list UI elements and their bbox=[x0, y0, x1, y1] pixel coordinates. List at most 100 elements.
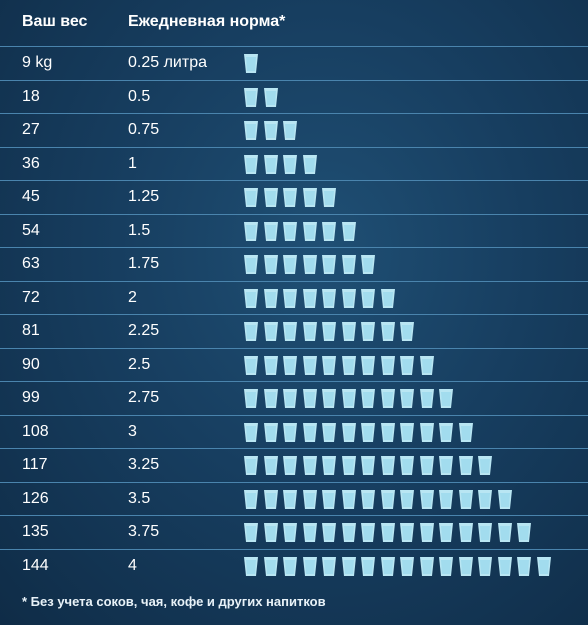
water-glass-icon bbox=[536, 556, 551, 576]
water-glass-icon bbox=[439, 523, 453, 542]
water-glass-icon bbox=[439, 489, 453, 509]
water-glass-icon bbox=[244, 556, 258, 576]
table-row: 27 0.75 bbox=[0, 113, 588, 147]
water-glass-icon bbox=[497, 523, 512, 542]
water-glass-icon bbox=[400, 489, 414, 509]
weight-cell: 27 bbox=[22, 121, 40, 138]
norm-cell: 0.25 литра bbox=[128, 54, 207, 71]
water-glass-icon bbox=[283, 355, 297, 375]
table-row: 135 3.75 bbox=[0, 515, 588, 549]
water-glass-icon bbox=[263, 389, 278, 408]
water-glass-icon bbox=[419, 556, 434, 576]
table-row: 18 0.5 bbox=[0, 79, 588, 114]
water-glass-icon bbox=[341, 221, 356, 241]
water-glass-icon bbox=[380, 523, 395, 542]
water-glass-icon bbox=[400, 422, 414, 442]
water-glass-icon bbox=[400, 523, 414, 542]
water-glass-icon bbox=[400, 556, 414, 576]
water-glass-icon bbox=[244, 87, 258, 107]
water-glass-icon bbox=[361, 523, 375, 542]
water-glass-icon bbox=[263, 322, 278, 341]
weight-cell: 99 bbox=[22, 389, 40, 406]
norm-cell: 3.25 bbox=[128, 456, 160, 473]
water-glass-icon bbox=[283, 489, 297, 509]
water-glass-icon bbox=[263, 422, 278, 442]
weight-cell: 45 bbox=[22, 188, 40, 205]
water-glass-icon bbox=[244, 523, 258, 542]
water-glass-icon bbox=[283, 188, 297, 207]
water-glass-icon bbox=[244, 121, 258, 140]
water-glass-icon bbox=[361, 288, 375, 308]
water-glass-icon bbox=[361, 322, 375, 341]
norm-cell: 2.25 bbox=[128, 322, 160, 339]
water-glass-icon bbox=[283, 121, 297, 140]
weight-cell: 9 kg bbox=[22, 54, 53, 71]
water-glass-icon bbox=[361, 255, 375, 274]
water-glass-icon bbox=[458, 422, 473, 442]
water-glass-icon bbox=[380, 322, 395, 341]
table-row: 108 3 bbox=[0, 414, 588, 449]
norm-cell: 1.25 bbox=[128, 188, 160, 205]
water-glass-icon bbox=[322, 322, 336, 341]
water-glass-icon bbox=[263, 489, 278, 509]
water-glass-icon bbox=[341, 288, 356, 308]
water-glass-icon bbox=[419, 523, 434, 542]
water-glass-icon bbox=[302, 221, 317, 241]
weight-cell: 18 bbox=[22, 87, 40, 105]
water-glass-icon bbox=[244, 188, 258, 207]
water-glass-icon bbox=[439, 422, 453, 442]
water-glass-icon bbox=[380, 456, 395, 475]
norm-cell: 0.75 bbox=[128, 121, 160, 138]
water-glass-icon bbox=[478, 456, 492, 475]
water-glass-icon bbox=[478, 556, 492, 576]
weight-cell: 144 bbox=[22, 556, 49, 574]
water-glass-icon bbox=[341, 255, 356, 274]
water-glass-icon bbox=[322, 355, 336, 375]
water-glass-icon bbox=[419, 422, 434, 442]
table-row: 45 1.25 bbox=[0, 180, 588, 214]
water-glass-icon bbox=[400, 322, 414, 341]
water-glass-icon bbox=[322, 221, 336, 241]
weight-cell: 54 bbox=[22, 221, 40, 239]
weight-cell: 135 bbox=[22, 523, 49, 540]
norm-cell: 3.5 bbox=[128, 489, 151, 507]
water-glass-icon bbox=[283, 389, 297, 408]
table-row: 99 2.75 bbox=[0, 381, 588, 415]
norm-cell: 2.75 bbox=[128, 389, 160, 406]
water-glass-icon bbox=[458, 456, 473, 475]
water-glass-icon bbox=[283, 456, 297, 475]
water-glass-icon bbox=[302, 288, 317, 308]
water-glass-icon bbox=[419, 489, 434, 509]
water-glass-icon bbox=[322, 288, 336, 308]
water-glass-icon bbox=[263, 523, 278, 542]
water-glass-icon bbox=[263, 556, 278, 576]
water-glass-icon bbox=[380, 389, 395, 408]
water-glass-icon bbox=[283, 523, 297, 542]
water-glass-icon bbox=[419, 456, 434, 475]
weight-column-header: Ваш вес bbox=[22, 13, 88, 30]
water-glass-icon bbox=[283, 322, 297, 341]
water-glass-icon bbox=[263, 154, 278, 174]
weight-cell: 81 bbox=[22, 322, 40, 339]
water-glass-icon bbox=[458, 556, 473, 576]
water-glass-icon bbox=[380, 556, 395, 576]
water-glass-icon bbox=[322, 188, 336, 207]
water-glass-icon bbox=[302, 255, 317, 274]
table-row: 126 3.5 bbox=[0, 481, 588, 516]
table-row: 144 4 bbox=[0, 548, 588, 583]
weight-cell: 108 bbox=[22, 422, 49, 440]
water-glass-icon bbox=[517, 523, 531, 542]
water-glass-icon bbox=[302, 523, 317, 542]
water-glass-icon bbox=[439, 389, 453, 408]
water-glass-icon bbox=[302, 154, 317, 174]
water-glass-icon bbox=[244, 322, 258, 341]
norm-cell: 2.5 bbox=[128, 355, 151, 373]
water-glass-icon bbox=[244, 221, 258, 241]
water-glass-icon bbox=[283, 154, 297, 174]
water-glass-icon bbox=[361, 556, 375, 576]
water-glass-icon bbox=[244, 54, 258, 73]
water-glass-icon bbox=[322, 556, 336, 576]
water-glass-icon bbox=[302, 389, 317, 408]
water-glass-icon bbox=[517, 556, 531, 576]
water-glass-icon bbox=[283, 288, 297, 308]
